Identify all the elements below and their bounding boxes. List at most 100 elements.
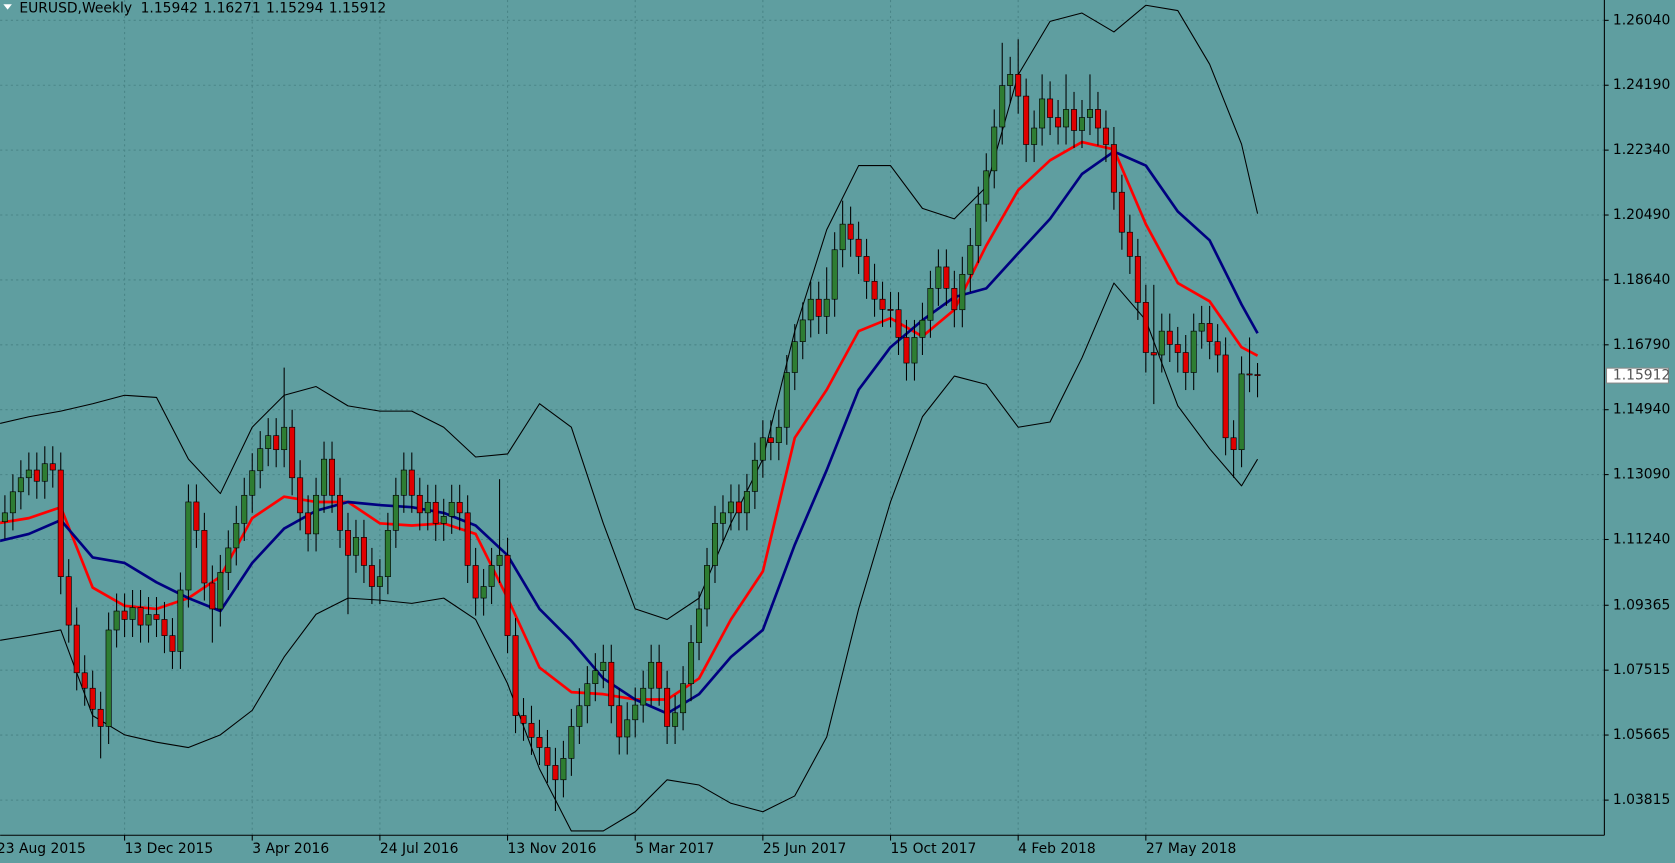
candle-body	[217, 572, 224, 610]
candle-body	[696, 608, 703, 643]
candle-body	[608, 661, 615, 707]
candle-body	[129, 607, 136, 620]
candle-body	[1086, 109, 1093, 118]
candle-body	[1166, 330, 1173, 345]
candle-body	[528, 722, 535, 738]
candle-body	[472, 565, 479, 599]
y-tick-label: 1.26040	[1613, 12, 1670, 28]
y-tick-label: 1.22340	[1613, 142, 1670, 158]
candle-body	[919, 319, 926, 338]
candle-body	[743, 491, 750, 514]
candle-body	[225, 547, 232, 573]
candle-body	[1031, 127, 1038, 145]
x-tick-label: 25 Jun 2017	[763, 841, 846, 857]
candle-body	[392, 494, 399, 531]
candle-body	[360, 537, 367, 566]
candle-body	[105, 629, 112, 727]
candle-body	[1134, 256, 1141, 303]
candle-body	[241, 494, 248, 524]
candle-body	[1118, 191, 1125, 233]
candle-body	[161, 619, 168, 636]
candle-body	[1079, 117, 1085, 131]
candle-body	[648, 661, 655, 689]
candle-body	[775, 426, 782, 444]
candle-body	[456, 501, 463, 514]
header-low: 1.15294	[266, 1, 324, 17]
candle-body	[1102, 127, 1109, 145]
candle-body	[297, 477, 304, 514]
candle-body	[169, 635, 176, 652]
x-tick-label: 4 Feb 2018	[1018, 841, 1096, 857]
candle-body	[1071, 109, 1078, 131]
candle-body	[432, 501, 439, 524]
candle-body	[1047, 98, 1054, 118]
y-tick-label: 1.03815	[1613, 792, 1670, 808]
candle-body	[1126, 231, 1133, 257]
candle-body	[751, 459, 758, 492]
x-tick-label: 5 Mar 2017	[635, 841, 714, 857]
candle-body	[1190, 330, 1197, 373]
y-tick-label: 1.11240	[1613, 531, 1670, 547]
candle-body	[488, 565, 495, 587]
price-label-box	[1605, 367, 1669, 384]
candle-body	[783, 372, 790, 428]
candle-body	[496, 554, 503, 566]
header-high: 1.16271	[203, 1, 260, 17]
y-tick-label: 1.20490	[1613, 207, 1670, 223]
candle-body	[1198, 323, 1205, 332]
candle-body	[1063, 109, 1070, 128]
candle-body	[273, 435, 280, 451]
candle-body	[1110, 144, 1117, 193]
candle-body	[815, 298, 822, 317]
candle-body	[265, 435, 272, 449]
candle-body	[177, 589, 184, 652]
candle-body	[1246, 373, 1253, 376]
candle-body	[1142, 302, 1149, 353]
candle-body	[33, 469, 40, 482]
candle-body	[281, 426, 288, 451]
candle-body	[1158, 330, 1165, 356]
candle-body	[839, 223, 846, 251]
candle-body	[727, 501, 734, 514]
candle-body	[352, 537, 359, 556]
header-close: 1.15912	[329, 1, 386, 17]
candle-body	[408, 469, 415, 496]
candle-body	[1222, 354, 1229, 439]
candle-body	[592, 670, 599, 684]
candle-body	[704, 565, 711, 610]
candle-body	[959, 273, 966, 311]
candle-body	[688, 642, 695, 684]
candle-body	[504, 554, 511, 636]
candle-body	[831, 249, 838, 300]
candle-body	[576, 705, 583, 727]
candle-body	[600, 661, 607, 672]
header-open: 1.15942	[141, 1, 198, 17]
candle-body	[943, 266, 950, 289]
candle-body	[712, 523, 718, 566]
menu-triangle[interactable]	[3, 4, 12, 10]
candle-body	[9, 491, 16, 514]
candle-body	[672, 712, 679, 727]
candle-body	[887, 309, 894, 311]
candle-body	[313, 494, 320, 535]
candle-body	[209, 582, 216, 610]
candle-body	[201, 530, 208, 584]
candle-body	[49, 463, 56, 471]
header: EURUSD,Weekly 1.15942 1.16271 1.15294 1.1591…	[19, 1, 386, 17]
candle-body	[991, 126, 998, 172]
candle-body	[616, 705, 623, 738]
candle-body	[719, 512, 726, 524]
y-tick-label: 1.24190	[1613, 77, 1670, 93]
candle-body	[400, 469, 407, 496]
plot-area	[0, 4, 1261, 832]
candle-body	[656, 661, 663, 689]
candle-body	[65, 576, 72, 626]
candle-body	[305, 512, 312, 535]
candle-body	[512, 635, 519, 716]
candle-body	[344, 530, 351, 556]
candle-body	[1182, 352, 1189, 373]
y-tick-label: 1.09365	[1613, 597, 1670, 613]
